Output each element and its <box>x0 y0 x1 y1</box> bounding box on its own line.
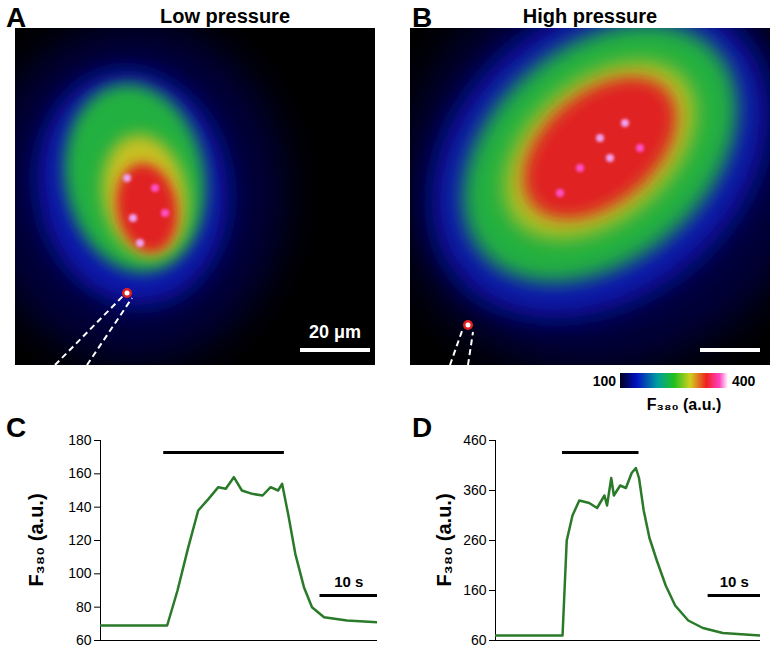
svg-text:60: 60 <box>76 632 92 648</box>
svg-text:260: 260 <box>463 532 487 548</box>
svg-text:20 μm: 20 μm <box>309 322 361 342</box>
svg-text:460: 460 <box>463 432 487 448</box>
svg-text:180: 180 <box>68 432 92 448</box>
svg-text:120: 120 <box>68 532 92 548</box>
html-text:High pressure: High pressure <box>522 5 658 27</box>
svg-text:100: 100 <box>68 565 92 581</box>
svg-text:10 s: 10 s <box>334 573 363 590</box>
svg-text:F₃₈₀ (a.u.): F₃₈₀ (a.u.) <box>647 396 722 413</box>
html-text:F₃₈₀ (a.u.): F₃₈₀ (a.u.) <box>24 493 47 587</box>
svg-text:400: 400 <box>732 373 756 389</box>
svg-text:60: 60 <box>471 632 487 648</box>
html-text:B: B <box>412 2 433 33</box>
html-text:A: A <box>6 2 27 33</box>
svg-text:80: 80 <box>76 599 92 615</box>
html-text:F₃₈₀ (a.u.): F₃₈₀ (a.u.) <box>432 493 455 587</box>
svg-text:360: 360 <box>463 482 487 498</box>
svg-text:160: 160 <box>68 465 92 481</box>
html-text:C: C <box>6 412 27 443</box>
html-text:Low pressure: Low pressure <box>160 5 290 27</box>
html-text:D: D <box>412 412 433 443</box>
svg-text:10 s: 10 s <box>720 573 749 590</box>
svg-text:160: 160 <box>463 582 487 598</box>
svg-text:100: 100 <box>593 373 617 389</box>
svg-text:140: 140 <box>68 499 92 515</box>
